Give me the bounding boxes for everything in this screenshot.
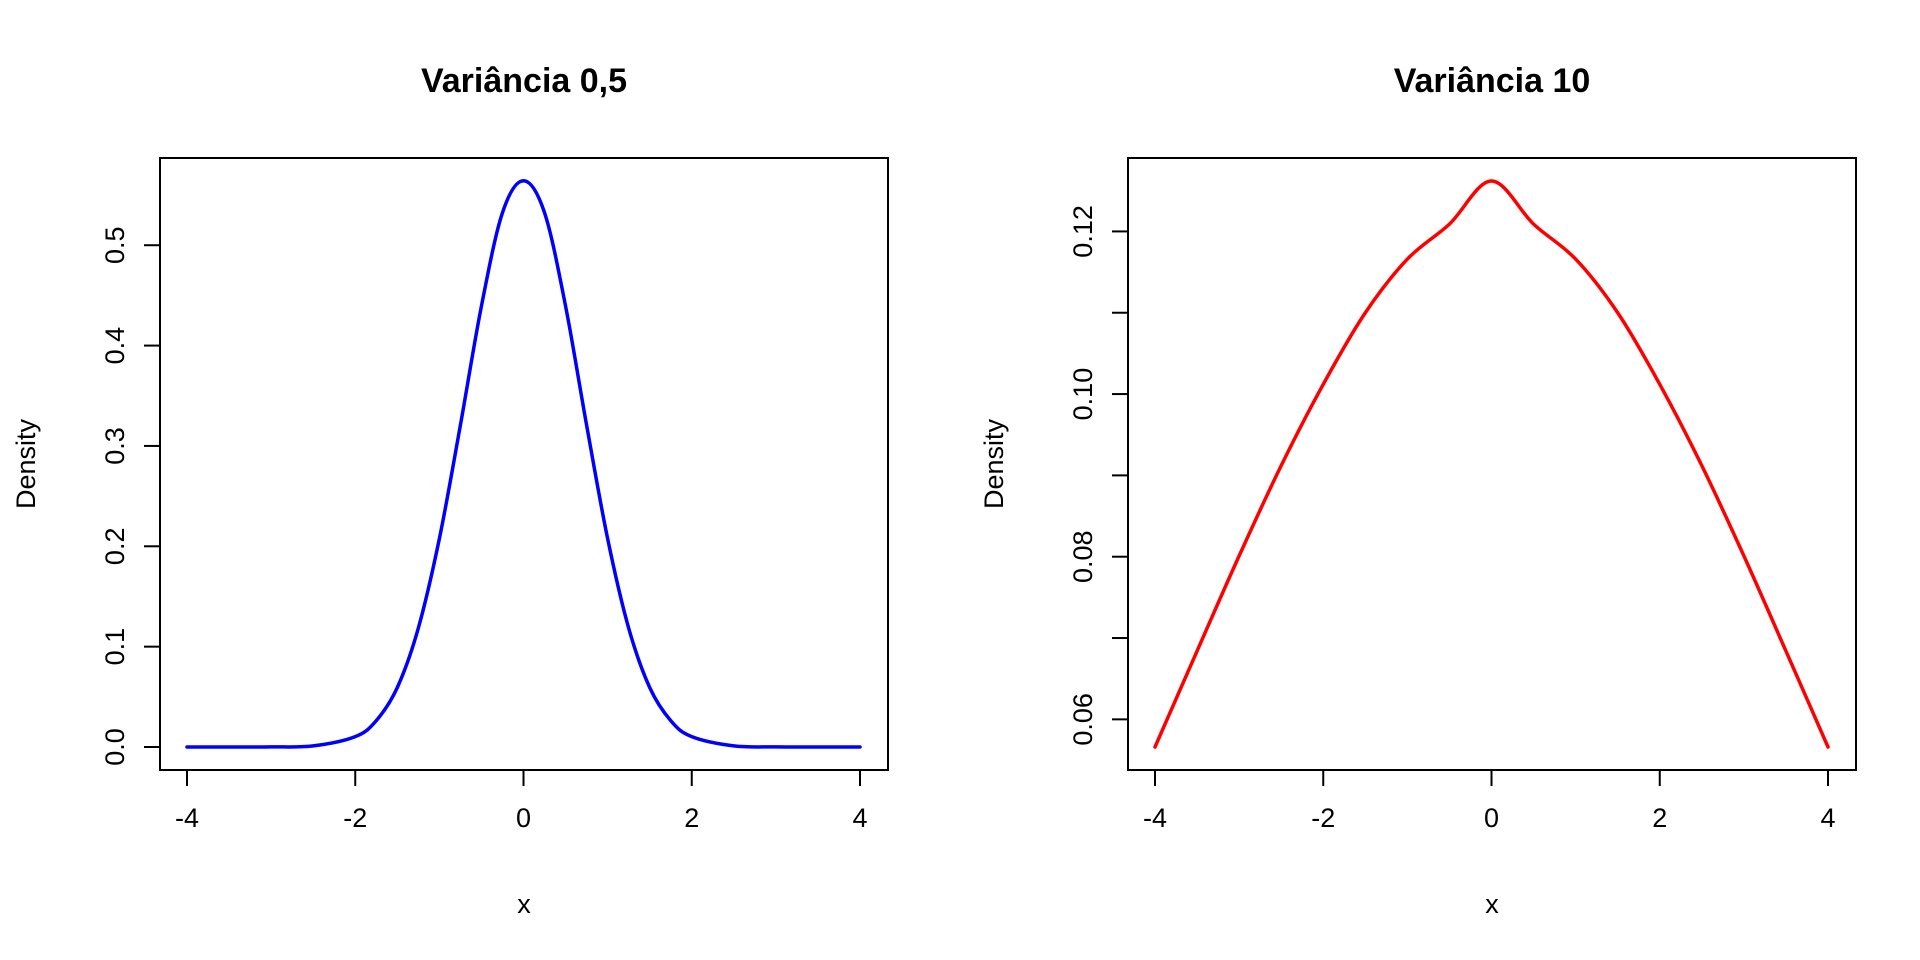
x-tick-label: -2	[343, 803, 367, 833]
x-axis-label: x	[1485, 889, 1499, 919]
plot-frame	[1127, 157, 1857, 771]
x-axis-label: x	[517, 889, 531, 919]
chart-title: Variância 0,5	[421, 62, 627, 100]
x-tick-label: 0	[516, 803, 531, 833]
x-tick-label: 0	[1484, 803, 1499, 833]
y-tick-label: 0.2	[100, 528, 130, 566]
y-tick-label: 0.06	[1068, 693, 1098, 746]
x-tick-label: -4	[1143, 803, 1167, 833]
y-tick-label: 0.12	[1068, 205, 1098, 258]
x-tick-label: 4	[1820, 803, 1835, 833]
x-tick-label: 4	[852, 803, 867, 833]
x-tick-label: 2	[1652, 803, 1667, 833]
y-tick-label: 0.08	[1068, 530, 1098, 583]
x-tick-label: -2	[1311, 803, 1335, 833]
y-tick-label: 0.4	[100, 327, 130, 365]
y-tick-label: 0.0	[100, 728, 130, 766]
x-tick-label: 2	[684, 803, 699, 833]
y-tick-label: 0.10	[1068, 368, 1098, 421]
plot-frame	[159, 157, 889, 771]
density-curve	[185, 179, 862, 749]
density-curve	[1153, 179, 1830, 749]
y-tick-label: 0.1	[100, 628, 130, 666]
y-axis-label: Density	[979, 418, 1009, 509]
chart-panel-2: Variância 10 -4 -2 0 2 4 0.06 0.08 0.10 0.12 x Dens…	[979, 62, 1857, 919]
chart-title: Variância 10	[1394, 62, 1591, 100]
x-tick-label: -4	[175, 803, 199, 833]
y-axis-label: Density	[11, 418, 41, 509]
y-tick-label: 0.3	[100, 427, 130, 465]
y-tick-label: 0.5	[100, 226, 130, 264]
chart-panel-1: Variância 0,5 -4 -2 0 2 4 0.0 0.1 0.2 0.3 0.4 0.5 x D…	[11, 62, 889, 919]
